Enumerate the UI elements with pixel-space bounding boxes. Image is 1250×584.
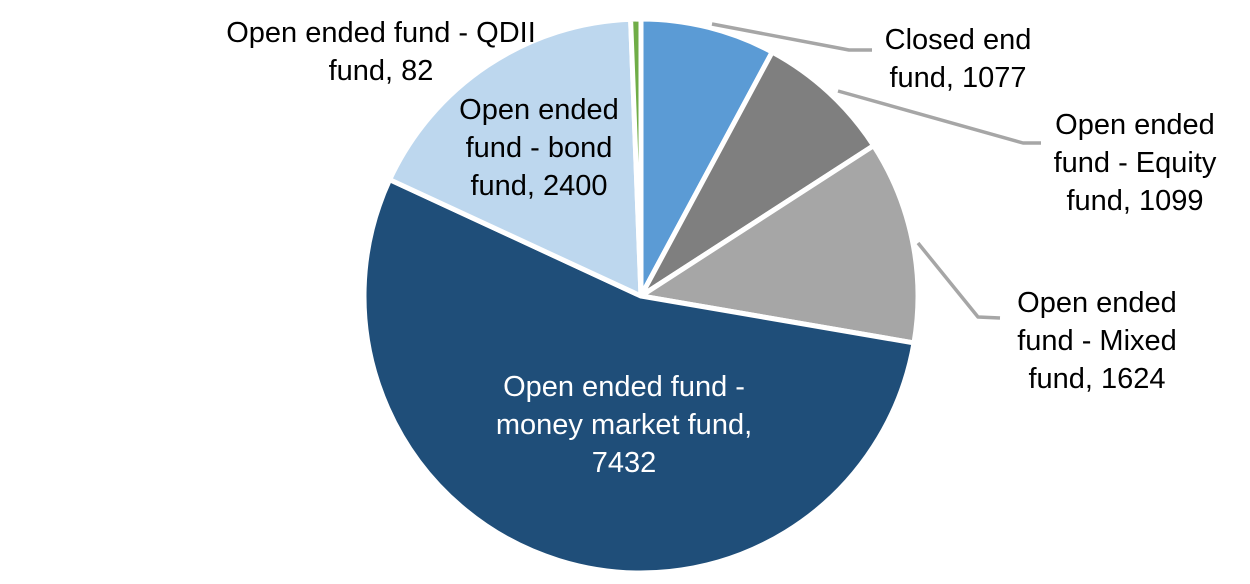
data-label-closed-end-fund: Closed end fund, 1077	[884, 24, 1032, 94]
pie-slices-group	[361, 16, 921, 576]
pie-slice-bond	[387, 16, 644, 299]
pie-slice-mixed	[638, 143, 921, 346]
pie-slice-money	[361, 177, 917, 576]
leader-line-closed-end-fund	[711, 22, 872, 52]
leader-line-mixed-fund	[916, 241, 1001, 320]
pie-slice-qdii	[628, 16, 644, 299]
data-label-equity-fund: Open ended fund - Equity fund, 1099	[1053, 109, 1217, 217]
pie-slice-closed	[638, 16, 775, 299]
data-label-qdii-fund: Open ended fund - QDII fund, 82	[226, 17, 536, 87]
data-label-mixed-fund: Open ended fund - Mixed fund, 1624	[1017, 287, 1177, 395]
leader-line-equity-fund	[837, 89, 1041, 145]
pie-slice-equity	[638, 49, 877, 299]
data-label-money-market-fund: Open ended fund - money market fund, 743…	[495, 371, 753, 479]
data-label-bond-fund: Open ended fund - bond fund, 2400	[459, 94, 619, 202]
